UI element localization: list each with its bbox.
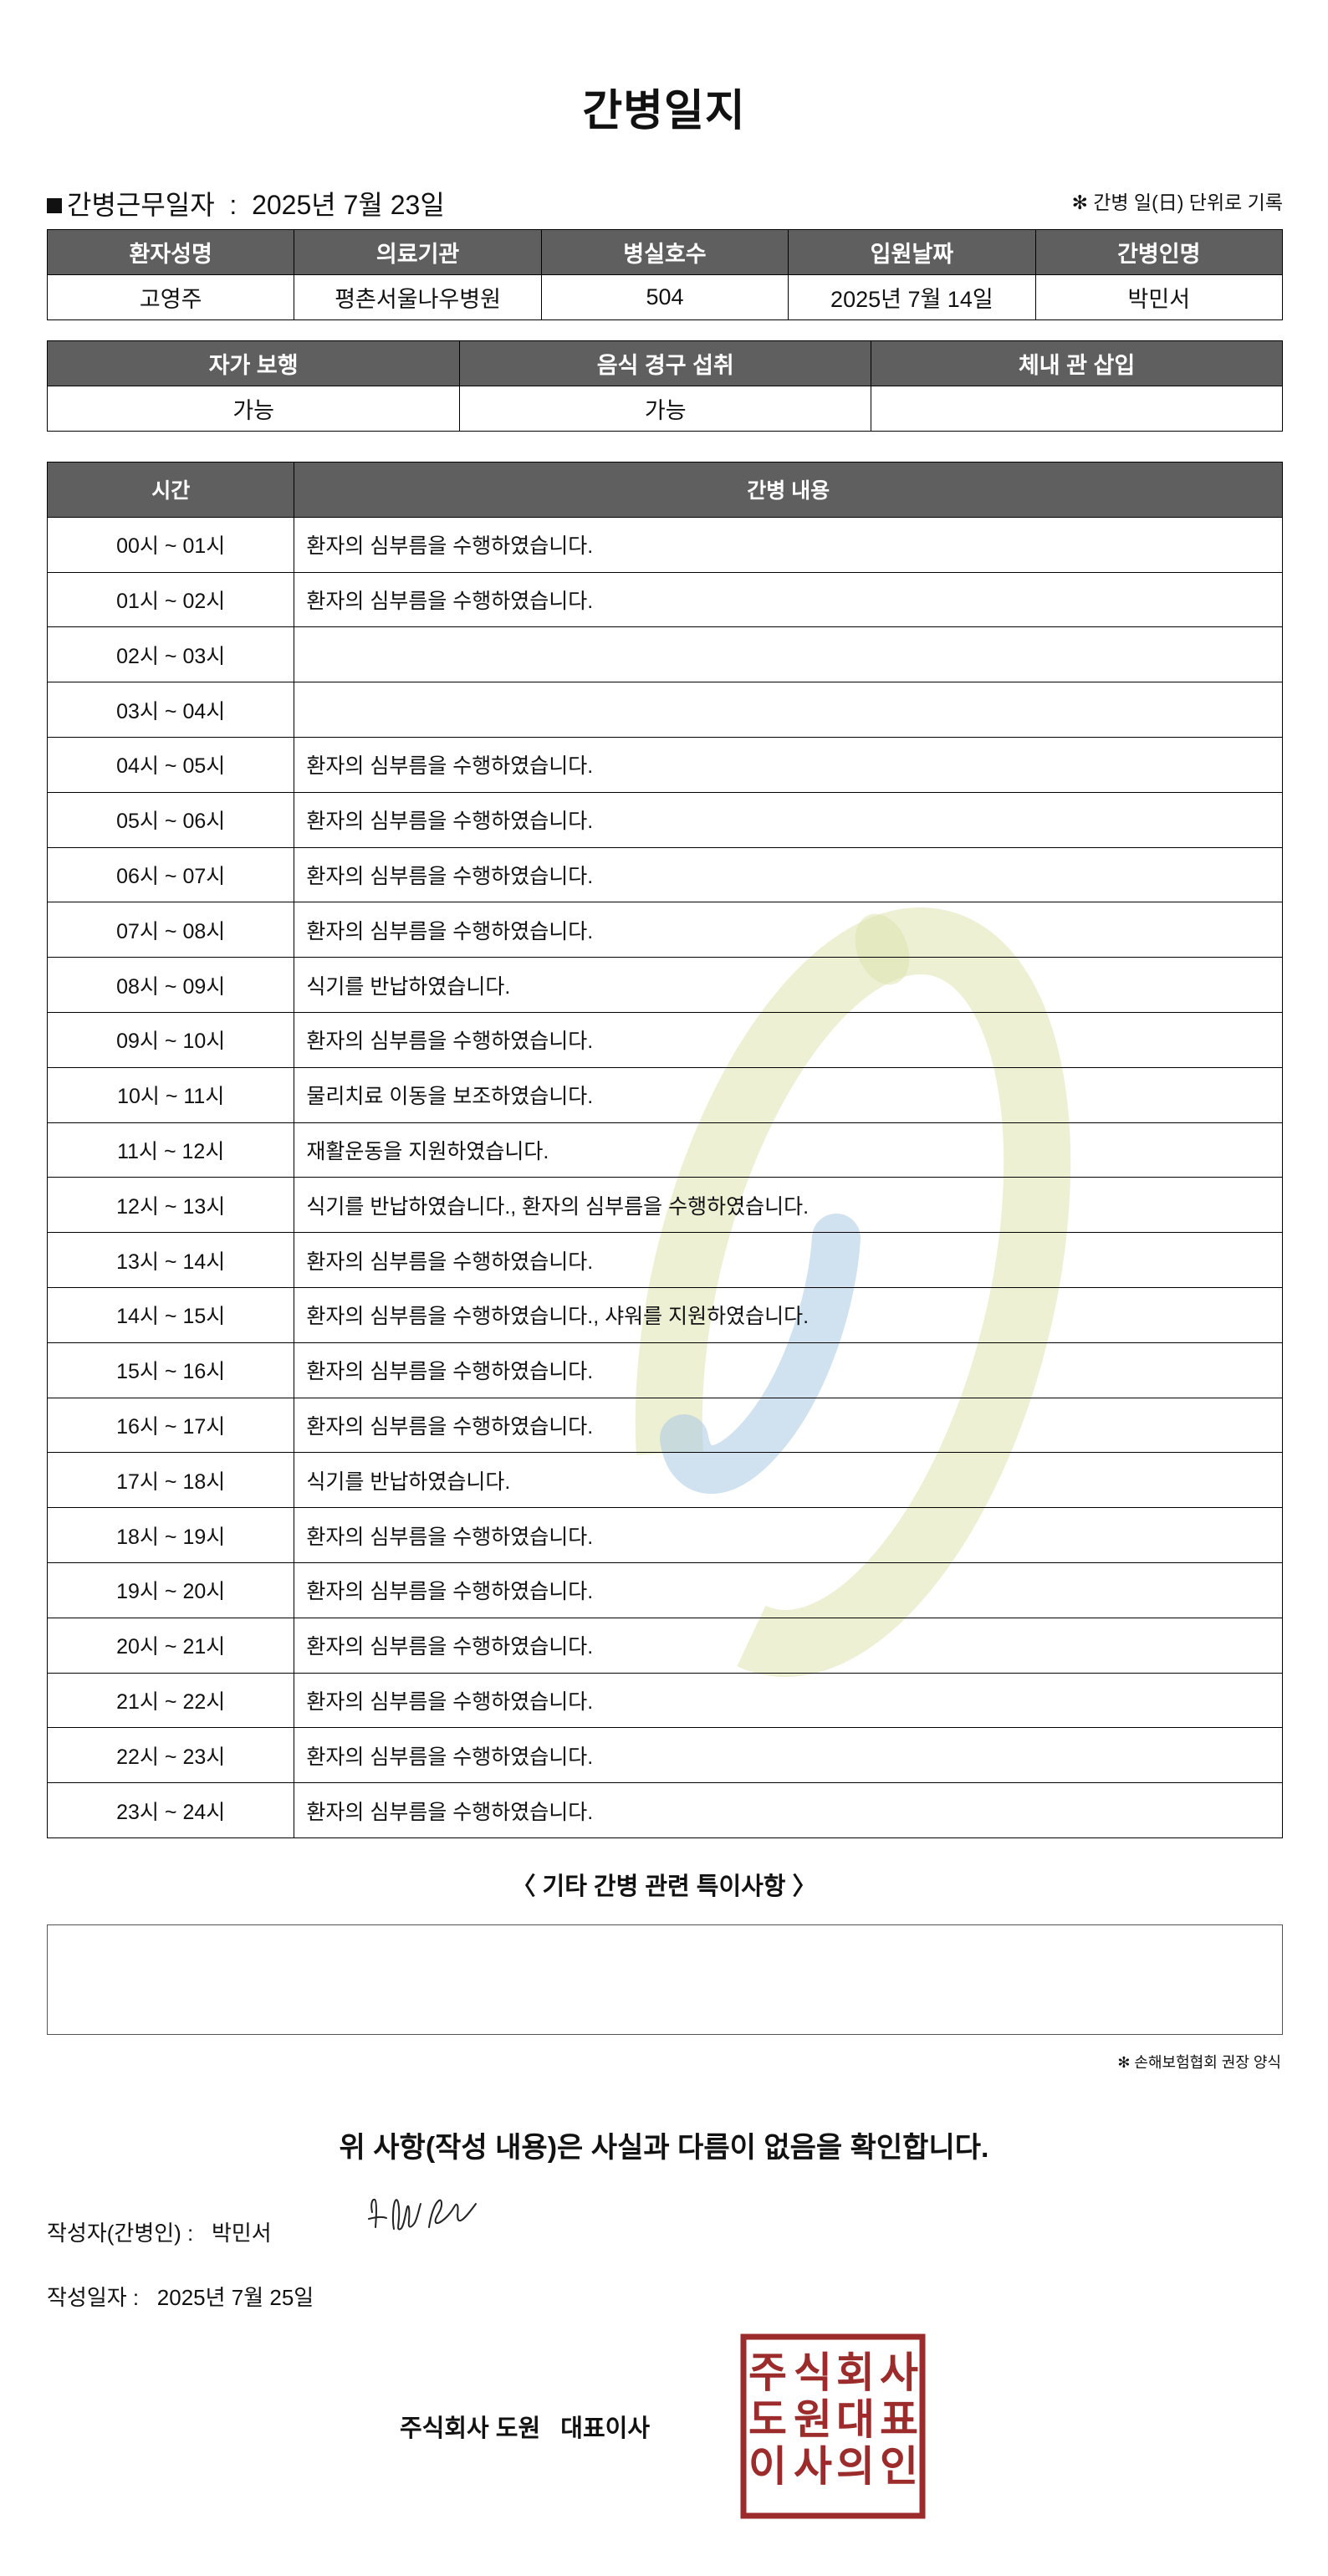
svg-text:식: 식 bbox=[794, 2349, 832, 2396]
svg-text:대: 대 bbox=[836, 2396, 875, 2443]
svg-text:인: 인 bbox=[880, 2443, 918, 2490]
svg-text:회: 회 bbox=[836, 2349, 875, 2396]
svg-text:원: 원 bbox=[794, 2396, 832, 2443]
svg-text:표: 표 bbox=[880, 2396, 918, 2443]
svg-text:이: 이 bbox=[748, 2443, 787, 2490]
svg-text:사: 사 bbox=[880, 2349, 918, 2396]
svg-text:의: 의 bbox=[836, 2443, 875, 2490]
svg-text:사: 사 bbox=[794, 2443, 832, 2490]
svg-text:도: 도 bbox=[748, 2396, 787, 2443]
svg-text:주: 주 bbox=[748, 2349, 787, 2396]
